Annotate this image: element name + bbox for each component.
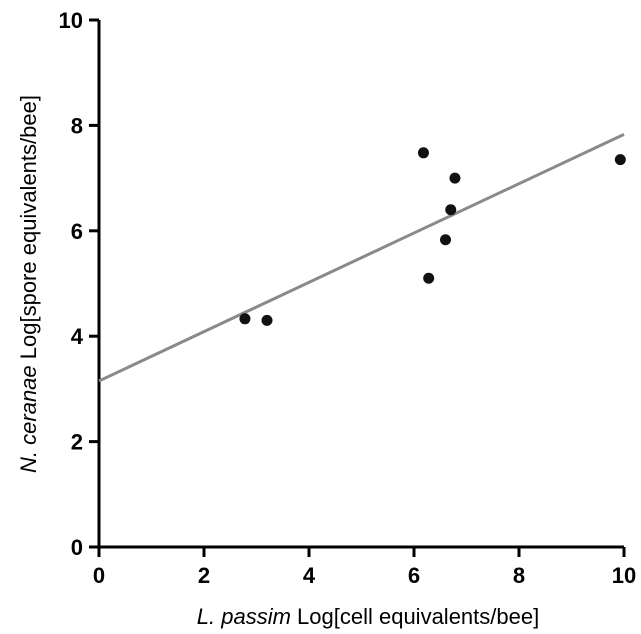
x-tick-label: 6: [408, 563, 420, 588]
axis-ticks: 0 2 4 6 8 10 0 2 4 6 8 10: [59, 8, 637, 588]
data-point: [261, 314, 273, 326]
y-tick-label: 4: [71, 324, 84, 349]
data-point: [445, 204, 457, 216]
x-tick-label: 0: [93, 563, 105, 588]
y-axis-title: N. ceranae Log[spore equivalents/bee]: [16, 95, 41, 473]
x-axis-title: L. passim Log[cell equivalents/bee]: [197, 604, 539, 629]
x-tick-label: 10: [612, 563, 636, 588]
x-axis-title-italic: L. passim: [197, 604, 291, 629]
data-point: [440, 234, 451, 246]
y-tick-label: 10: [59, 8, 83, 33]
x-axis-title-rest: Log[cell equivalents/bee]: [291, 604, 539, 629]
y-tick-label: 2: [71, 430, 83, 455]
data-point: [614, 154, 626, 166]
y-axis-title-rest: Log[spore equivalents/bee]: [16, 95, 41, 365]
y-tick-label: 8: [71, 113, 83, 138]
data-point: [417, 147, 429, 159]
axes: [97, 20, 624, 549]
data-point: [449, 172, 461, 184]
x-tick-label: 4: [303, 563, 316, 588]
y-axis-title-italic: N. ceranae: [16, 365, 41, 473]
regression-line: [98, 133, 625, 383]
x-tick-label: 8: [513, 563, 525, 588]
data-points: [239, 147, 626, 326]
y-tick-label: 6: [71, 219, 83, 244]
y-tick-label: 0: [71, 535, 83, 560]
fit-line-group: [98, 133, 625, 383]
x-tick-label: 2: [198, 563, 210, 588]
data-point: [423, 272, 435, 284]
data-point: [239, 313, 251, 325]
